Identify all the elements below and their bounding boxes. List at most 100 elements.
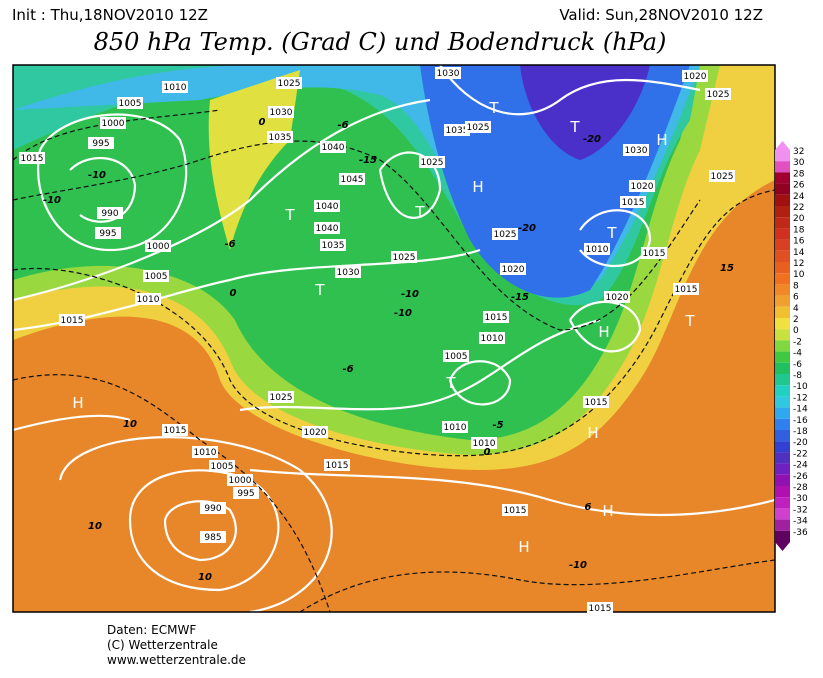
isobar-label: 1015: [21, 154, 44, 164]
temperature-label: -10: [43, 195, 61, 206]
scale-band: [775, 172, 790, 184]
pressure-center: H: [72, 394, 83, 412]
isobar-label-box: [117, 97, 143, 109]
isobar-label-box: [268, 391, 294, 403]
isobar-label: 1015: [504, 506, 527, 516]
isobar-label-box: [276, 77, 302, 89]
isobar-label: 1015: [485, 313, 508, 323]
isobar-label: 1015: [585, 398, 608, 408]
scale-band: [775, 262, 790, 274]
isobar-label-box: [443, 350, 469, 362]
scale-band: [775, 441, 790, 453]
isobar-label-box: [320, 141, 346, 153]
isobar-label-box: [200, 502, 226, 514]
scale-band: [775, 430, 790, 442]
isobar-label: 1005: [211, 462, 234, 472]
scale-band: [775, 306, 790, 318]
isobar-label-box: [95, 227, 121, 239]
scale-band: [775, 340, 790, 352]
isobar-label: 1015: [164, 426, 187, 436]
scale-label: 12: [793, 259, 804, 269]
isobar-label: 1010: [137, 295, 160, 305]
isobar-label: 1025: [421, 158, 444, 168]
isobar-label-box: [302, 426, 328, 438]
scale-label: 6: [793, 293, 799, 303]
isobar-label: 1000: [147, 242, 170, 252]
credit-line: (C) Wetterzentrale: [107, 638, 218, 652]
isobar-label-box: [673, 283, 699, 295]
scale-label: -34: [793, 517, 808, 527]
isobar-label: 1010: [473, 439, 496, 449]
scale-label: -16: [793, 416, 808, 426]
isobar-label: 1015: [643, 249, 666, 259]
isobar-label-box: [641, 247, 667, 259]
isobar-label: 1010: [444, 423, 467, 433]
scale-label: -18: [793, 427, 808, 437]
isobar-label: 1025: [711, 172, 734, 182]
scale-band: [775, 519, 790, 531]
scale-band: [775, 407, 790, 419]
pressure-center: T: [488, 99, 499, 117]
scale-label: -2: [793, 337, 802, 347]
isobar-label: 1015: [589, 604, 612, 614]
scale-band: [775, 150, 790, 162]
scale-label: -30: [793, 494, 808, 504]
temperature-label: 0: [484, 447, 491, 458]
scale-label: -14: [793, 405, 808, 415]
isobar-label: 1020: [631, 182, 654, 192]
temperature-label: -6: [342, 364, 353, 375]
temperature-label: 0: [259, 117, 266, 128]
scale-band: [775, 183, 790, 195]
map-title: 850 hPa Temp. (Grad C) und Bodendruck (h…: [94, 28, 667, 56]
isobar-label-box: [442, 421, 468, 433]
scale-band: [775, 194, 790, 206]
scale-band: [775, 295, 790, 307]
credit-line: www.wetterzentrale.de: [107, 653, 246, 667]
isobar-label-box: [623, 144, 649, 156]
isobar-label-box: [419, 156, 445, 168]
scale-label: 22: [793, 203, 804, 213]
scale-label: -28: [793, 483, 808, 493]
scale-band: [775, 250, 790, 262]
isobar-label: 1020: [502, 265, 525, 275]
scale-band: [775, 329, 790, 341]
isobar-label: 1020: [304, 428, 327, 438]
scale-band: [775, 463, 790, 475]
scale-label: -36: [793, 528, 808, 538]
scale-band: [775, 228, 790, 240]
scale-label: -12: [793, 393, 808, 403]
scale-label: 20: [793, 214, 805, 224]
isobar-label-box: [162, 81, 188, 93]
isobar-label: 1025: [707, 90, 730, 100]
isobar-label-box: [502, 504, 528, 516]
scale-label: 28: [793, 169, 805, 179]
temperature-label: 10: [123, 419, 137, 430]
isobar-label-box: [162, 424, 188, 436]
isobar-label-box: [145, 240, 171, 252]
scale-label: -20: [793, 438, 808, 448]
isobar-label: 1005: [145, 272, 168, 282]
isobar-label: 1040: [322, 143, 345, 153]
isobar-label-box: [97, 207, 123, 219]
isobar-label: 1010: [586, 245, 609, 255]
isobar-label: 990: [204, 504, 221, 514]
isobar-label-box: [59, 314, 85, 326]
isobar-label-box: [233, 487, 259, 499]
isobar-label: 1040: [316, 202, 339, 212]
isobar-label: 995: [237, 489, 254, 499]
isobar-label-box: [88, 137, 114, 149]
isobar-label-box: [209, 460, 235, 472]
isobar-label: 995: [92, 139, 109, 149]
scale-arrow: [775, 141, 790, 150]
temperature-label: -10: [569, 560, 587, 571]
isobar-label-box: [444, 124, 470, 136]
isobar-label: 1035: [322, 241, 345, 251]
isobar-label: 1045: [341, 175, 364, 185]
isobar-label-box: [19, 152, 45, 164]
isobar-label: 1025: [278, 79, 301, 89]
scale-label: 2: [793, 315, 799, 325]
isobar-label-box: [135, 293, 161, 305]
isobar-label: 1015: [326, 461, 349, 471]
isobar-label-box: [483, 311, 509, 323]
